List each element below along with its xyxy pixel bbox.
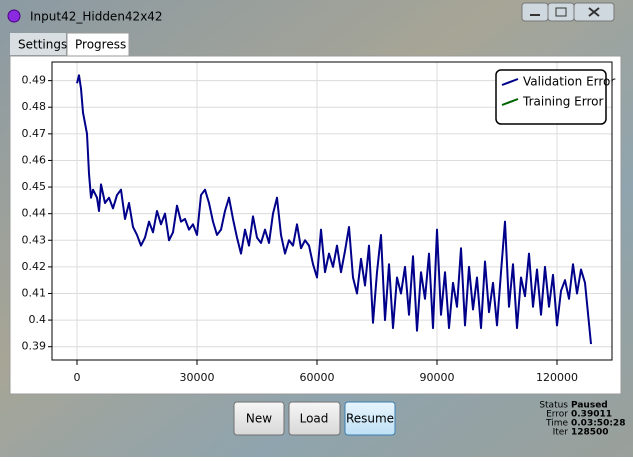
legend-label: Validation Error <box>523 75 615 89</box>
tab-label: Settings <box>18 38 67 52</box>
plot-area <box>51 61 613 361</box>
x-tick-label: 0 <box>74 371 81 384</box>
y-tick-label: 0.42 <box>22 260 47 273</box>
x-tick-label: 90000 <box>420 371 455 384</box>
status-value: Paused <box>571 401 608 411</box>
status-value: 128500 <box>571 428 609 438</box>
x-tick-label: 30000 <box>180 371 215 384</box>
load-button[interactable] <box>288 401 341 436</box>
maximize-glyph <box>555 7 567 17</box>
status-value: 0.39011 <box>571 410 612 420</box>
window-title: Input42_Hidden42x42 <box>30 10 163 24</box>
y-tick-label: 0.47 <box>22 127 47 140</box>
y-tick-label: 0.44 <box>22 207 47 220</box>
app-icon <box>7 9 21 23</box>
tab-label: Progress <box>75 38 126 52</box>
x-tick-label: 60000 <box>300 371 335 384</box>
legend-swatch <box>501 98 519 106</box>
resume-button[interactable] <box>344 401 396 436</box>
maximize-button[interactable] <box>547 2 575 22</box>
new-button[interactable] <box>233 401 285 436</box>
y-tick-label: 0.48 <box>22 100 47 113</box>
status-value: 0.03:50:28 <box>571 419 625 429</box>
status-label: Error <box>546 410 568 420</box>
y-tick-label: 0.41 <box>22 286 47 299</box>
chart: 0.39 0.4 0.41 0.42 0.43 0.44 0.45 0.46 0.47 0.48 0… <box>22 61 615 384</box>
tab-settings[interactable] <box>10 33 66 55</box>
y-tick-label: 0.49 <box>22 74 47 87</box>
legend-label: Training Error <box>522 95 603 109</box>
x-tick-label: 120000 <box>536 371 578 384</box>
legend-box <box>495 69 607 125</box>
minimize-button[interactable] <box>521 2 549 22</box>
close-glyph <box>588 7 600 17</box>
y-tick-label: 0.43 <box>22 233 47 246</box>
status-label: Iter <box>553 428 569 438</box>
button-label: New <box>246 412 272 426</box>
button-label: Load <box>300 412 329 426</box>
status-label: Time <box>545 419 568 429</box>
series-line <box>76 74 592 345</box>
y-tick-label: 0.39 <box>22 340 47 353</box>
y-tick-label: 0.4 <box>29 313 47 326</box>
legend-swatch <box>501 78 519 86</box>
button-label: Resume <box>346 412 394 426</box>
y-tick-label: 0.45 <box>22 180 47 193</box>
status-label: Status <box>539 401 568 411</box>
y-tick-label: 0.46 <box>22 153 47 166</box>
